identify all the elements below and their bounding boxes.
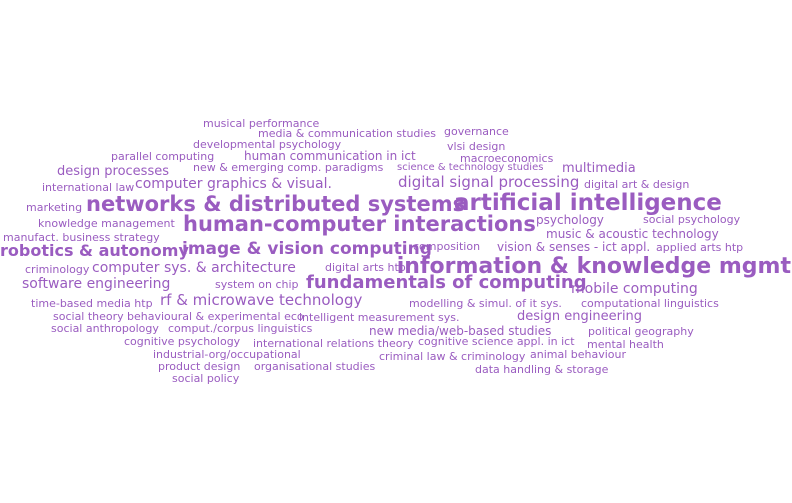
word: human-computer interactions: [183, 212, 536, 236]
word: international law: [42, 181, 135, 194]
word: criminology: [25, 263, 90, 276]
word: musical performance: [203, 117, 320, 130]
word: fundamentals of computing: [306, 272, 587, 293]
word: human communication in ict: [244, 149, 416, 163]
word: networks & distributed systems: [86, 192, 466, 216]
word: cognitive psychology: [124, 335, 241, 348]
word: international relations theory: [253, 337, 414, 350]
word: digital arts htp: [325, 261, 406, 274]
word: industrial-org/occupational: [153, 348, 301, 361]
word: parallel computing: [111, 150, 215, 163]
word: cognitive science appl. in ict: [418, 335, 575, 348]
word: comput./corpus linguistics: [168, 322, 313, 335]
word: governance: [444, 125, 509, 138]
word: computer graphics & visual.: [135, 176, 332, 192]
word: computational linguistics: [581, 297, 719, 310]
word: design processes: [57, 164, 169, 179]
word: design engineering: [517, 309, 643, 324]
word: rf & microwave technology: [160, 291, 363, 309]
word: robotics & autonomy: [0, 241, 189, 260]
word: mental health: [587, 338, 664, 351]
word: system on chip: [215, 278, 299, 291]
word: applied arts htp: [656, 241, 744, 254]
word: digital signal processing: [398, 173, 580, 191]
word: vision & senses - ict appl.: [497, 240, 651, 254]
word: computer sys. & architecture: [92, 260, 296, 276]
word: mobile computing: [571, 281, 698, 297]
word: vlsi design: [447, 140, 506, 153]
word: behavioural & experimental eco: [127, 310, 304, 323]
word: psychology: [536, 213, 604, 227]
word: knowledge management: [38, 217, 175, 230]
word: criminal law & criminology: [379, 350, 526, 363]
word: composition: [413, 240, 481, 253]
word: multimedia: [562, 161, 636, 176]
word: digital art & design: [584, 178, 690, 191]
word: animal behaviour: [530, 348, 627, 361]
word: product design: [158, 360, 241, 373]
word: new & emerging comp. paradigms: [193, 161, 384, 174]
word: information & knowledge mgmt: [396, 254, 791, 279]
word: time-based media htp: [31, 297, 153, 310]
word: social anthropology: [51, 322, 159, 335]
word: marketing: [26, 201, 83, 214]
word: organisational studies: [254, 360, 376, 373]
word: music & acoustic technology: [546, 227, 719, 241]
word: macroeconomics: [460, 152, 554, 165]
word: social psychology: [643, 213, 741, 226]
word: manufact. business strategy: [3, 231, 160, 244]
word: media & communication studies: [258, 127, 436, 140]
word: new media/web-based studies: [369, 324, 552, 338]
word: developmental psychology: [193, 138, 342, 151]
word: modelling & simul. of it sys.: [409, 297, 562, 310]
word: data handling & storage: [475, 363, 609, 376]
word: social theory: [53, 310, 124, 323]
word: artificial intelligence: [454, 190, 722, 216]
word: image & vision computing: [182, 239, 432, 259]
word: software engineering: [22, 276, 171, 292]
word: political geography: [588, 325, 694, 338]
word: social policy: [172, 372, 240, 385]
word: science & technology studies: [397, 162, 544, 173]
word: intelligent measurement sys.: [299, 311, 460, 324]
